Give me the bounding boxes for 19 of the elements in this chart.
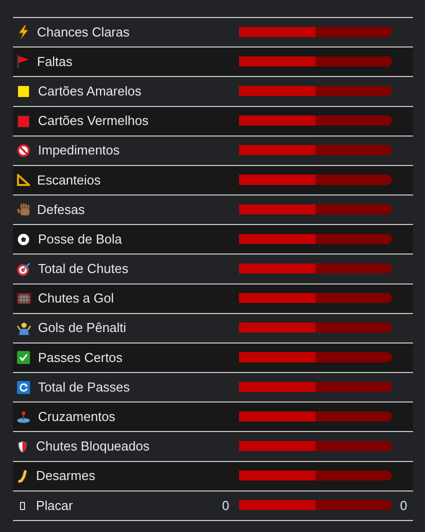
y-tick-label: Desarmes — [36, 468, 96, 484]
y-tick-label: Cartões Amarelos — [38, 84, 142, 99]
y-tick-label: Cartões Vermelhos — [38, 113, 150, 128]
y-tick-label: Defesas — [37, 202, 86, 217]
y-tick-label: Chutes Bloqueados — [36, 438, 150, 454]
y-tick-label: Chutes a Gol — [38, 290, 114, 306]
y-tick-label: Gols de Pênalti — [38, 320, 126, 336]
y-tick-label: Cruzamentos — [38, 408, 116, 424]
y-tick-label: Chances Claras — [37, 24, 130, 40]
annotation: 0 — [222, 498, 230, 513]
y-tick-label: Impedimentos — [38, 142, 120, 158]
y-tick-label: Total de Chutes — [38, 261, 129, 276]
y-tick-label: Faltas — [37, 54, 73, 69]
y-tick-label: Escanteios — [37, 172, 102, 188]
y-tick-label: Posse de Bola — [38, 231, 123, 246]
annotation: 0 — [400, 498, 408, 513]
y-tick-label: Placar — [36, 498, 74, 513]
y-tick-label: Passes Certos — [38, 350, 124, 365]
y-tick-label: Total de Passes — [38, 379, 130, 394]
